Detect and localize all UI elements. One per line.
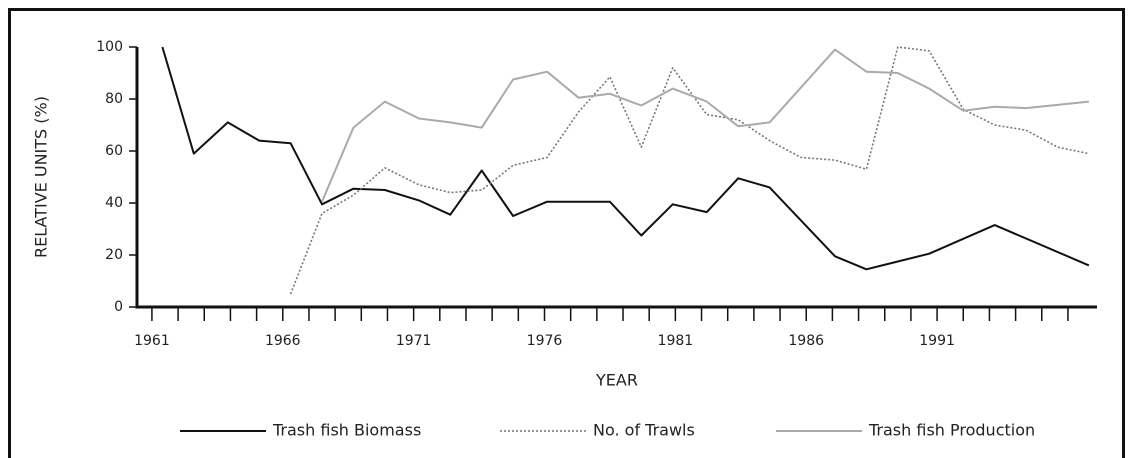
x-tick-label: 1991 (919, 333, 955, 349)
legend-label: Trash fish Production (868, 421, 1035, 440)
y-tick-label: 20 (105, 247, 123, 263)
frame (8, 8, 1125, 458)
y-tick-label: 0 (114, 299, 123, 315)
x-tick-label: 1976 (527, 333, 563, 349)
series-line (321, 48, 1090, 203)
x-tick-label: 1966 (265, 333, 301, 349)
legend-label: No. of Trawls (593, 421, 695, 440)
x-tick-label: 1981 (658, 333, 694, 349)
y-tick-label: 40 (105, 195, 123, 211)
legend-label: Trash fish Biomass (272, 421, 421, 440)
series-line (161, 46, 1090, 271)
x-tick-label: 1971 (396, 333, 432, 349)
x-tick-label: 1961 (134, 333, 170, 349)
y-axis-label: RELATIVE UNITS (%) (32, 96, 51, 258)
x-tick-label: 1986 (788, 333, 824, 349)
y-tick-label: 100 (96, 39, 123, 55)
y-tick-label: 60 (105, 143, 123, 159)
y-tick-label: 80 (105, 91, 123, 107)
x-axis-label: YEAR (595, 371, 638, 390)
series-line (289, 46, 1090, 295)
